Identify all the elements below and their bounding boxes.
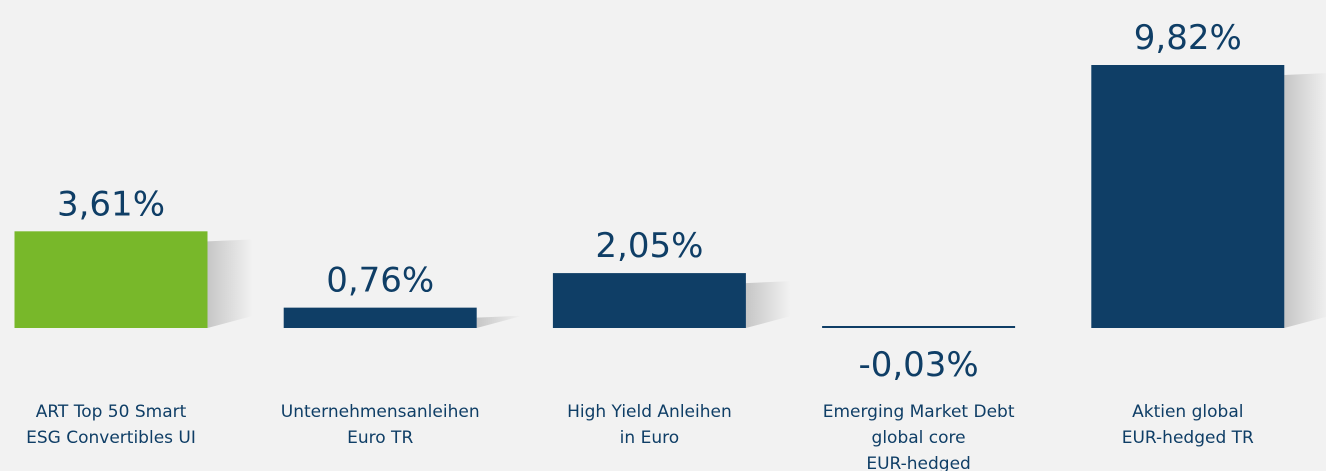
category-label: Emerging Market Debt xyxy=(823,402,1015,422)
value-label: 9,82% xyxy=(1134,18,1242,58)
bar xyxy=(552,273,746,328)
value-label: 0,76% xyxy=(326,261,434,301)
category-label: Aktien global xyxy=(1132,402,1243,422)
bar xyxy=(1091,65,1285,328)
category-label: EUR-hedged TR xyxy=(1122,428,1254,448)
category-label: ART Top 50 Smart xyxy=(36,402,187,422)
value-label: 3,61% xyxy=(57,184,165,224)
bar-shadow xyxy=(476,315,522,328)
bar-shadow xyxy=(745,281,791,328)
bar xyxy=(283,307,477,328)
bar-shadow xyxy=(207,239,253,328)
category-label: EUR-hedged xyxy=(866,454,971,471)
value-label: 2,05% xyxy=(595,226,703,266)
category-label: Unternehmensanleihen xyxy=(281,402,480,422)
category-label: global core xyxy=(872,428,966,448)
value-label: -0,03% xyxy=(858,345,978,385)
bar xyxy=(822,326,1016,328)
category-label: Euro TR xyxy=(347,428,413,448)
category-label: in Euro xyxy=(620,428,679,448)
bar-shadow xyxy=(1284,73,1326,328)
category-label: ESG Convertibles UI xyxy=(26,428,196,448)
category-label: High Yield Anleihen xyxy=(567,402,732,422)
bar xyxy=(14,231,208,328)
